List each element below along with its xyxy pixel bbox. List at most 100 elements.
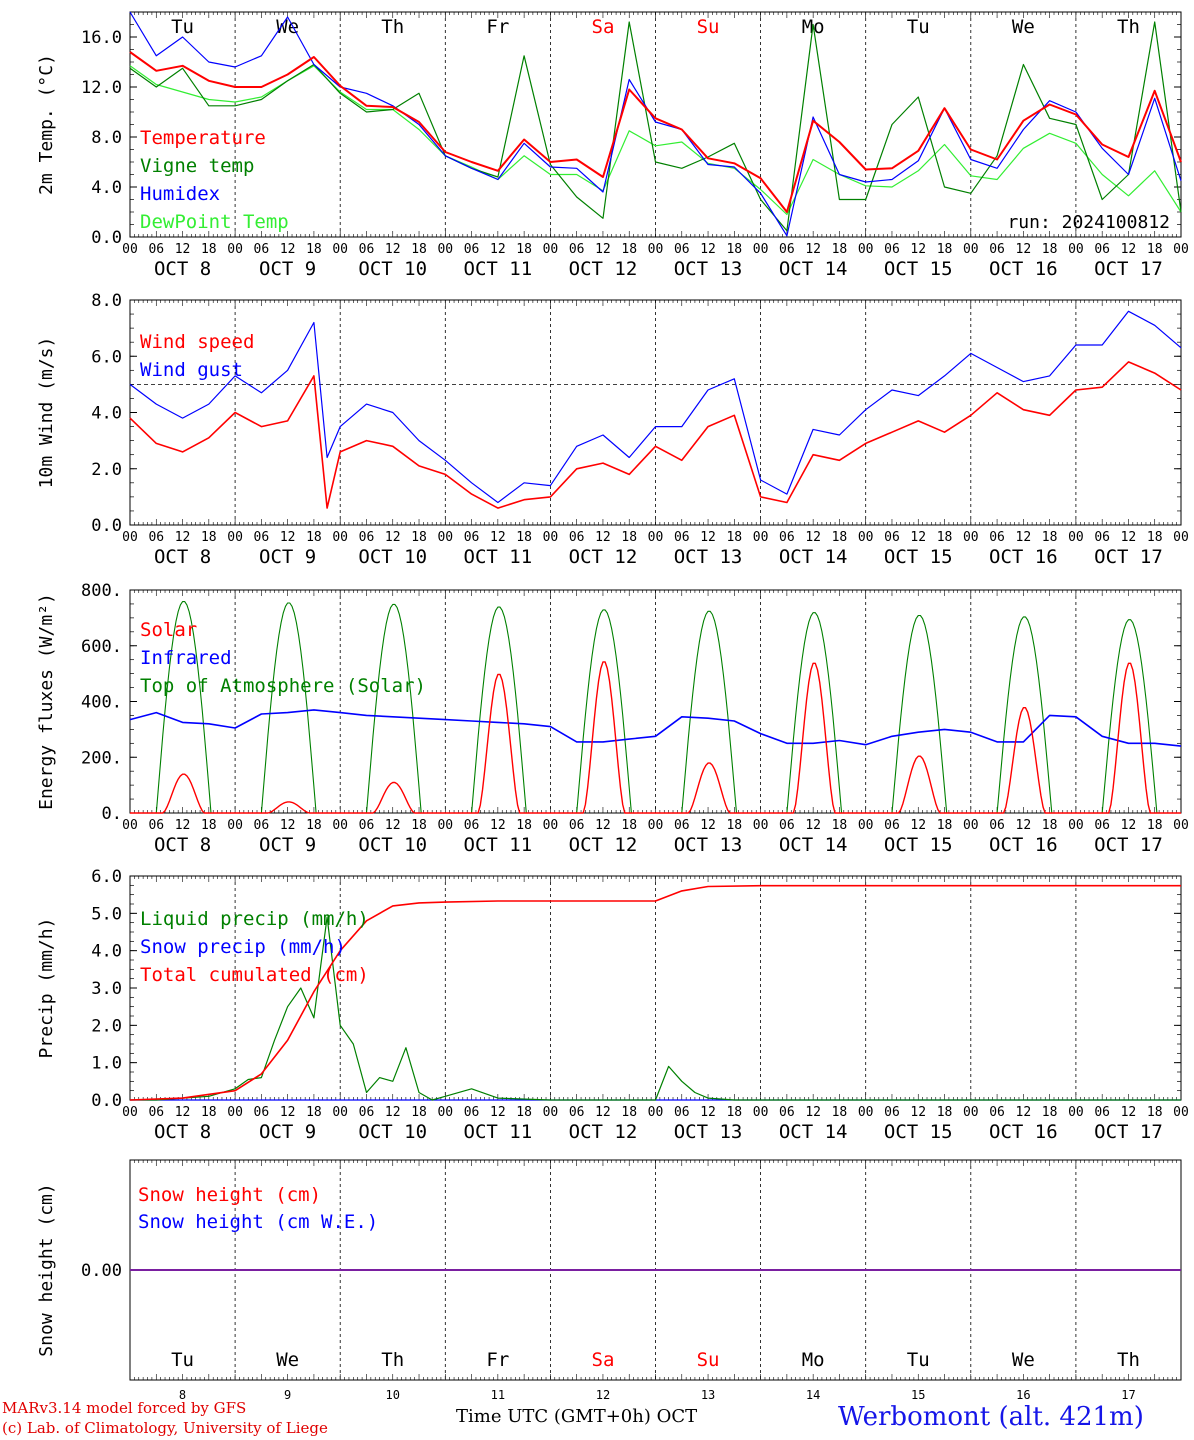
station-name: Werbomont (alt. 421m)	[838, 1402, 1144, 1432]
hour-tick-label: 12	[805, 530, 821, 545]
date-label: OCT 17	[1094, 258, 1163, 280]
weekday-label: Th	[381, 16, 404, 38]
hour-tick-label: 18	[411, 242, 427, 257]
day-number-label: 9	[284, 1388, 291, 1402]
hour-tick-label: 06	[989, 530, 1005, 545]
weekday-label: We	[1012, 16, 1035, 38]
legend-vigne-temp: Vigne temp	[140, 155, 254, 177]
date-label: OCT 10	[358, 546, 427, 568]
hour-tick-label: 06	[359, 242, 375, 257]
date-label: OCT 13	[674, 1121, 743, 1143]
hour-tick-label: 12	[280, 1105, 296, 1120]
hour-tick-label: 18	[201, 530, 217, 545]
legend-total-cumulated-cm: Total cumulated (cm)	[140, 964, 369, 986]
date-label: OCT 14	[779, 258, 848, 280]
hour-tick-label: 06	[464, 1105, 480, 1120]
hour-tick-label: 12	[595, 242, 611, 257]
hour-tick-label: 00	[648, 242, 664, 257]
hour-tick-label: 00	[753, 818, 769, 833]
hour-tick-label: 06	[779, 242, 795, 257]
legend-snow-height-cm: Snow height (cm)	[138, 1184, 321, 1206]
legend-wind-gust: Wind gust	[140, 359, 243, 381]
hour-tick-label: 00	[437, 242, 453, 257]
hour-tick-label: 12	[385, 1105, 401, 1120]
y-tick-label: 6.0	[91, 347, 122, 367]
hour-tick-label: 12	[490, 818, 506, 833]
date-label: OCT 12	[569, 834, 638, 856]
date-label: OCT 16	[989, 546, 1058, 568]
time-axis-caption: Time UTC (GMT+0h) OCT	[456, 1406, 698, 1427]
lab-credit: (c) Lab. of Climatology, University of L…	[2, 1419, 328, 1437]
hour-tick-label: 12	[280, 242, 296, 257]
date-label: OCT 17	[1094, 1121, 1163, 1143]
hour-tick-label: 12	[280, 818, 296, 833]
hour-tick-label: 06	[254, 242, 270, 257]
hour-tick-label: 00	[963, 242, 979, 257]
hour-tick-label: 00	[1173, 818, 1189, 833]
hour-tick-label: 12	[1016, 1105, 1032, 1120]
hour-tick-label: 18	[1147, 530, 1163, 545]
day-number-label: 13	[701, 1388, 715, 1402]
day-number-label: 17	[1121, 1388, 1135, 1402]
date-label: OCT 13	[674, 834, 743, 856]
hour-tick-label: 18	[411, 818, 427, 833]
hour-tick-label: 18	[1147, 1105, 1163, 1120]
date-label: OCT 14	[779, 1121, 848, 1143]
hour-tick-label: 00	[753, 242, 769, 257]
date-label: OCT 14	[779, 546, 848, 568]
hour-tick-label: 06	[989, 242, 1005, 257]
hour-tick-label: 18	[937, 818, 953, 833]
hour-tick-label: 12	[175, 530, 191, 545]
series-total-cumulated	[129, 884, 1181, 1101]
date-label: OCT 11	[464, 546, 533, 568]
date-label: OCT 17	[1094, 546, 1163, 568]
panel-frame	[129, 299, 1182, 526]
hour-tick-label: 12	[385, 242, 401, 257]
y-tick-label: 0.	[102, 804, 122, 824]
panel-frame	[129, 589, 1182, 814]
date-label: OCT 8	[154, 258, 211, 280]
model-credit: MARv3.14 model forced by GFS	[2, 1399, 247, 1417]
hour-tick-label: 18	[1042, 1105, 1058, 1120]
hour-tick-label: 12	[910, 530, 926, 545]
hour-tick-label: 12	[700, 242, 716, 257]
hour-tick-label: 00	[648, 818, 664, 833]
hour-tick-label: 00	[332, 242, 348, 257]
date-label: OCT 10	[358, 1121, 427, 1143]
hour-tick-label: 18	[201, 1105, 217, 1120]
date-label: OCT 9	[259, 258, 316, 280]
series-wind-gust	[129, 310, 1182, 504]
hour-tick-label: 18	[621, 242, 637, 257]
hour-tick-label: 12	[595, 1105, 611, 1120]
hour-tick-label: 18	[726, 242, 742, 257]
hour-tick-label: 00	[227, 530, 243, 545]
hour-tick-label: 18	[516, 242, 532, 257]
y-tick-label: 3.0	[91, 979, 122, 999]
series-dewpoint-temp	[129, 65, 1182, 216]
panel-4: 00 06 12 18 00 06 12 18 00 06 12 18 00 06 12 18 00 06 12 18…	[36, 867, 1189, 1143]
hour-tick-label: 12	[595, 530, 611, 545]
weekday-label: Tu	[907, 1349, 930, 1371]
hour-tick-label: 18	[726, 818, 742, 833]
hour-tick-label: 18	[516, 818, 532, 833]
hour-tick-label: 18	[832, 818, 848, 833]
hour-tick-label: 00	[332, 818, 348, 833]
hour-tick-label: 00	[122, 242, 138, 257]
hour-tick-label: 00	[122, 818, 138, 833]
hour-tick-label: 00	[332, 1105, 348, 1120]
hour-tick-label: 00	[1068, 1105, 1084, 1120]
hour-tick-label: 18	[1147, 242, 1163, 257]
date-label: OCT 15	[884, 1121, 953, 1143]
legend-temperature: Temperature	[140, 127, 266, 149]
hour-tick-label: 18	[1042, 530, 1058, 545]
day-number-label: 14	[806, 1388, 820, 1402]
hour-tick-label: 06	[779, 1105, 795, 1120]
legend-infrared: Infrared	[140, 647, 232, 669]
date-label: OCT 16	[989, 1121, 1058, 1143]
hour-tick-label: 00	[1173, 242, 1189, 257]
hour-tick-label: 12	[175, 1105, 191, 1120]
y-tick-label: 1.0	[91, 1054, 122, 1074]
weekday-label: Fr	[486, 1349, 509, 1371]
weekday-label: We	[276, 1349, 299, 1371]
hour-tick-label: 06	[569, 818, 585, 833]
